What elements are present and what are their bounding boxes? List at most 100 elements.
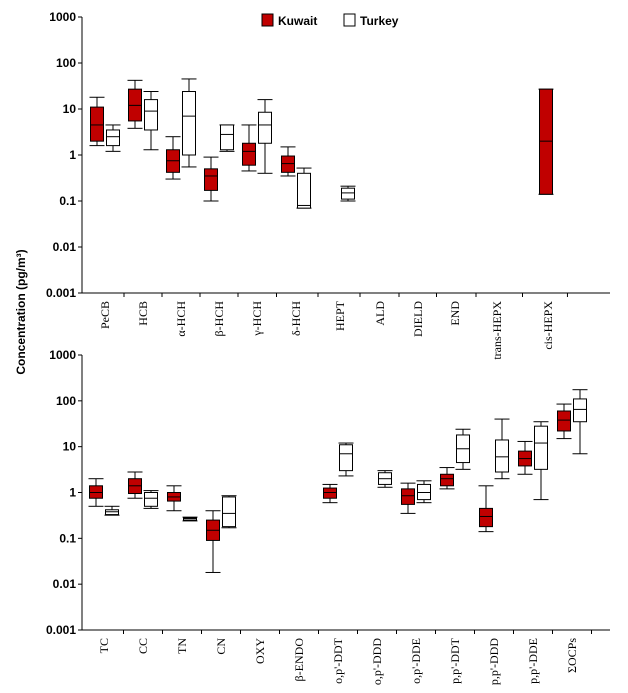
legend-swatch-turkey [343,13,356,27]
box-iqr [258,111,272,144]
box-kuwait-tn [166,485,182,512]
box-turkey-tn [182,516,198,522]
x-tick-label-cc: CC [136,638,150,654]
y-tick-label: 10 [63,440,77,454]
box-turkey-o-p-ddt [338,442,354,477]
box-iqr [539,88,553,195]
box-turkey-cn [221,495,237,529]
box-kuwait-o-p-dde [400,482,416,514]
x-tick-label-ocps: ΣOCPs [565,638,579,673]
box-turkey-o-p-ddd [377,470,393,488]
box-kuwait-ocps [556,403,572,440]
x-tick-label-trans-hepx: trans-HEPX [490,301,504,360]
box-iqr [573,398,587,423]
box-turkey-pecb [105,124,121,152]
y-tick-label: 1 [69,148,76,162]
box-turkey-tc [104,505,120,516]
y-axis-label: Concentration (pg/m³) [14,249,28,374]
legend: Kuwait Turkey [261,13,399,28]
box-turkey-p-p-ddt [455,428,471,470]
box-kuwait-hch [165,136,181,180]
y-tick-label: 0.001 [46,286,76,300]
box-iqr [401,488,415,505]
x-tick-label-hch: α-HCH [174,301,188,337]
box-iqr [557,410,571,432]
legend-label-kuwait: Kuwait [278,14,317,28]
y-tick-label: 0.01 [53,240,77,254]
x-tick-label-o-p-ddt: o,p'-DDT [331,637,345,683]
x-tick-label-tc: TC [97,638,111,653]
box-kuwait-cn [205,510,221,573]
panel-1: 1000 100 10 1 0.1 0.01 0.001 PeCB HCB α-HCH β-HCH γ… [46,10,610,360]
box-iqr [281,155,295,173]
panel-2: 1000 100 10 1 0.1 0.01 0.001 TC CC TN CN OXY β-ENDO o… [46,348,610,685]
x-tick-label-tn: TN [175,638,189,654]
box-iqr [220,124,234,151]
box-iqr [106,129,120,147]
x-tick-label-ald: ALD [373,301,387,326]
y-tick-label: 100 [56,56,76,70]
box-kuwait-cc [127,471,143,499]
x-tick-label-cis-hepx: cis-HEPX [541,301,555,350]
y-tick-label: 0.01 [53,577,77,591]
x-tick-label-hept: HEPT [333,300,347,331]
box-kuwait-hcb [127,79,143,129]
panels: 1000 100 10 1 0.1 0.01 0.001 PeCB HCB α-HCH β-HCH γ… [46,10,610,685]
x-tick-label-o-p-dde: o,p'-DDE [409,638,423,684]
box-kuwait-tc [88,478,104,507]
y-tick-label: 1 [69,486,76,500]
x-tick-label-hcb: HCB [136,301,150,326]
box-turkey-hept [340,185,356,202]
x-tick-label-p-p-dde: p,p'-DDE [526,638,540,684]
x-tick-label-pecb: PeCB [98,301,112,329]
box-kuwait-hch [280,146,296,177]
y-tick-label: 1000 [49,10,76,24]
box-kuwait-hch [241,124,257,172]
box-kuwait-pecb [89,96,105,147]
box-iqr [144,99,158,131]
box-kuwait-o-p-ddt [322,483,338,504]
box-iqr [495,439,509,473]
y-tick-label: 0.001 [46,623,76,637]
box-kuwait-p-p-ddt [439,467,455,490]
x-tick-label-end: END [448,301,462,326]
box-turkey-cc [143,490,159,509]
box-turkey-p-p-ddd [494,418,510,480]
x-tick-label-o-p-ddd: o,p'-DDD [370,638,384,685]
box-turkey-ocps [572,389,588,455]
box-iqr [323,487,337,499]
x-tick-label-endo: β-ENDO [292,638,306,682]
box-kuwait-p-p-dde [517,440,533,475]
box-iqr [534,425,548,470]
box-turkey-hch [181,78,197,168]
x-tick-label-p-p-ddt: p,p'-DDT [448,637,462,683]
box-iqr [242,142,256,166]
x-tick-label-dield: DIELD [411,301,425,337]
legend-label-turkey: Turkey [360,14,399,28]
x-tick-label-hch: γ-HCH [250,301,264,337]
box-turkey-o-p-dde [416,480,432,504]
y-tick-label: 0.1 [59,194,76,208]
box-turkey-hch [296,167,312,209]
box-kuwait-cis-hepx [538,88,554,195]
y-tick-label: 0.1 [59,531,76,545]
box-iqr [204,168,218,191]
box-iqr [341,187,355,200]
box-iqr [297,172,311,209]
box-iqr [222,496,236,528]
box-iqr [90,106,104,142]
x-tick-label-hch: β-HCH [212,301,226,337]
box-iqr [440,473,454,487]
box-iqr [182,91,196,156]
box-turkey-hch [219,124,235,152]
box-turkey-hcb [143,91,159,151]
box-iqr [339,444,353,472]
y-tick-label: 1000 [49,348,76,362]
x-tick-label-cn: CN [214,638,228,655]
box-kuwait-hch [203,156,219,202]
box-iqr [144,492,158,507]
box-kuwait-p-p-ddd [478,485,494,533]
box-iqr [479,507,493,528]
x-tick-label-oxy: OXY [253,638,267,664]
